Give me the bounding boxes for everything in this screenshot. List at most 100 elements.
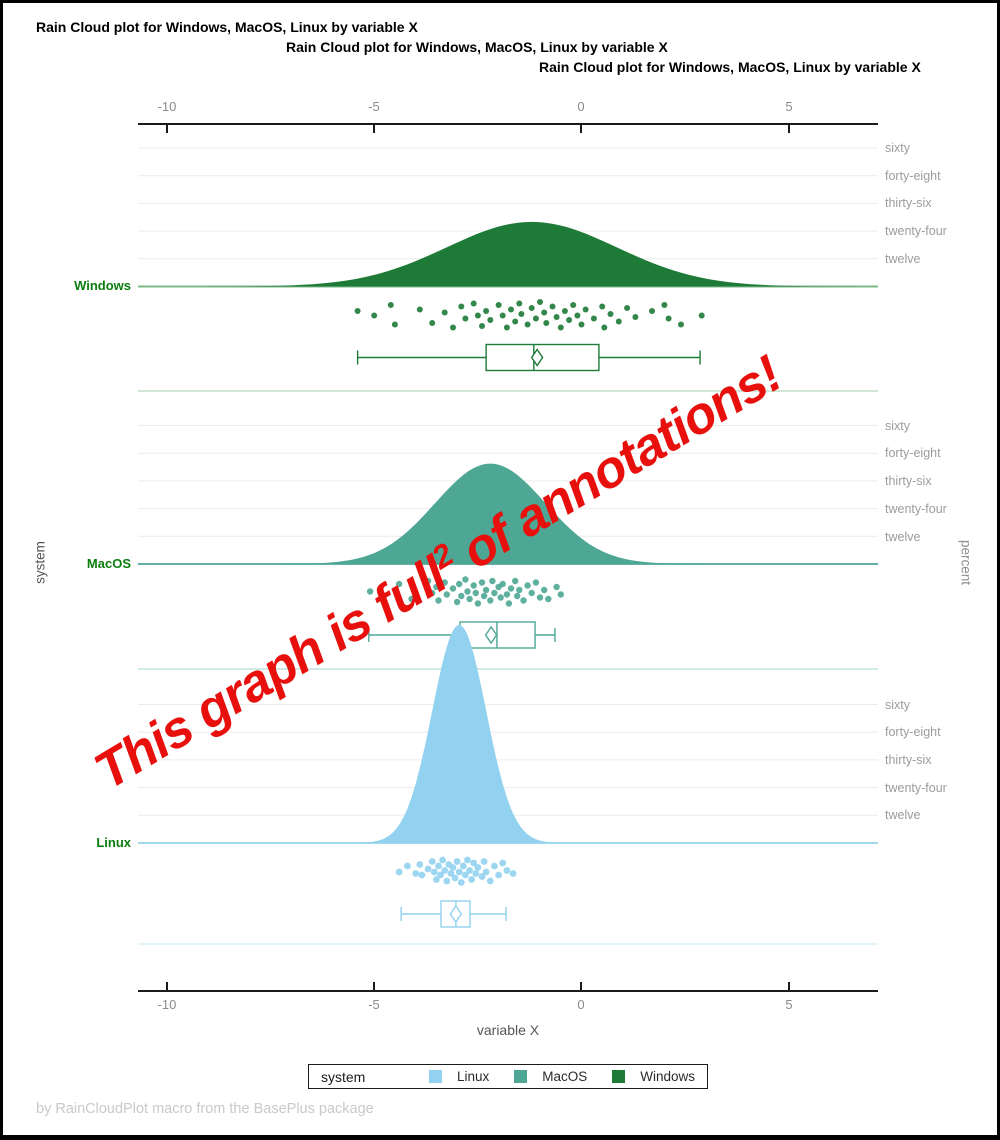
rain-point-windows [512,318,519,325]
windows-swatch-icon [612,1070,626,1083]
rain-point-macos [553,583,560,591]
rain-point-windows [574,312,581,319]
rain-point-windows [487,317,494,323]
rain-point-windows [615,318,622,325]
macos-swatch-icon [514,1070,528,1083]
rain-point-macos [478,579,486,586]
rain-point-macos [408,595,415,603]
rain-point-windows [607,311,614,317]
rain-point-linux [470,859,478,867]
rain-point-linux [435,862,442,870]
footnote: by RainCloudPlot macro from the BasePlus… [36,1101,374,1117]
rain-point-macos [503,591,511,598]
rain-point-windows [441,309,448,316]
rain-point-windows [483,308,490,314]
density-cloud-windows [191,221,872,287]
rain-point-macos [470,582,477,589]
chart-title-3: Rain Cloud plot for Windows, MacOS, Linu… [539,59,921,75]
percent-tick-label: sixty [885,141,910,155]
top-axis-tick-label: -5 [368,99,380,114]
rain-point-macos [482,586,490,594]
legend-title: system [321,1068,366,1085]
rain-point-windows [524,321,531,328]
percent-tick-label: thirty-six [885,753,932,767]
rain-point-windows [458,303,465,310]
rain-point-windows [532,315,539,322]
rain-point-macos [532,579,540,586]
percent-tick-label: twenty-four [885,224,947,238]
rain-point-windows [541,309,548,316]
rain-point-linux [433,876,440,883]
bottom-axis-tick-label: 0 [577,997,585,1012]
rain-point-macos [512,577,519,585]
bottom-axis-tick [373,982,375,990]
rain-point-windows [429,320,436,326]
x-axis-title: variable X [476,1022,540,1038]
rain-point-macos [456,580,463,588]
density-cloud-macos [269,463,711,564]
rain-point-macos [480,592,488,600]
legend-label-macos: MacOS [542,1069,588,1084]
rain-point-linux [509,870,517,877]
rain-point-linux [480,858,488,865]
mean-diamond-windows [530,348,544,367]
rain-point-windows [678,321,684,328]
rain-point-windows [387,302,394,308]
rain-point-linux [499,859,507,867]
rain-point-linux [404,862,411,870]
rain-point-macos [435,597,442,604]
rain-point-macos [472,589,479,597]
density-cloud-linux [351,624,567,843]
rain-point-windows [543,320,550,326]
legend-item-macos: MacOS [514,1069,587,1084]
rain-point-windows [549,303,556,310]
legend-label-linux: Linux [457,1069,490,1084]
rain-point-macos [491,589,498,597]
legend-item-linux: Linux [429,1069,489,1084]
rain-point-windows [499,312,506,319]
rain-point-macos [514,592,521,600]
rain-point-windows [665,315,672,322]
rain-point-linux [447,870,455,877]
rain-point-windows [632,314,639,320]
rain-point-linux [439,856,446,864]
rain-point-linux [464,856,471,864]
rain-point-windows [578,321,585,328]
rain-point-macos [433,583,440,591]
rain-point-windows [462,315,469,322]
rain-point-macos [429,589,436,597]
top-axis-tick [580,125,582,133]
rain-point-linux [428,858,436,865]
rain-point-windows [508,306,514,313]
top-axis-tick [788,125,790,133]
top-axis-tick [166,125,168,133]
legend-item-windows: Windows [612,1069,695,1084]
rain-point-macos [545,595,552,603]
rain-point-linux [495,871,502,879]
top-axis-tick-label: -10 [157,99,177,114]
rain-point-windows [570,302,577,308]
rain-point-linux [474,864,482,871]
rain-point-linux [457,879,465,886]
rain-point-macos [557,591,564,598]
percent-tick-label: sixty [885,419,910,433]
rain-point-linux [486,877,494,885]
rain-point-windows [557,324,564,331]
rain-point-linux [455,868,463,876]
percent-axis-title: percent [958,539,974,586]
bottom-axis-line [138,990,878,992]
rain-point-macos [449,585,457,592]
percent-tick-label: forty-eight [885,446,941,460]
rain-point-linux [466,867,473,874]
rain-point-windows [416,306,423,313]
rain-point-linux [418,871,426,879]
rain-point-macos [395,580,403,588]
rain-point-windows [470,300,477,307]
rain-point-windows [599,303,606,310]
top-axis-line [138,123,878,125]
rain-point-linux [459,862,467,870]
rain-point-windows [649,308,655,314]
rain-point-linux [424,865,432,873]
rain-point-macos [453,598,461,606]
rain-point-macos [516,586,523,594]
